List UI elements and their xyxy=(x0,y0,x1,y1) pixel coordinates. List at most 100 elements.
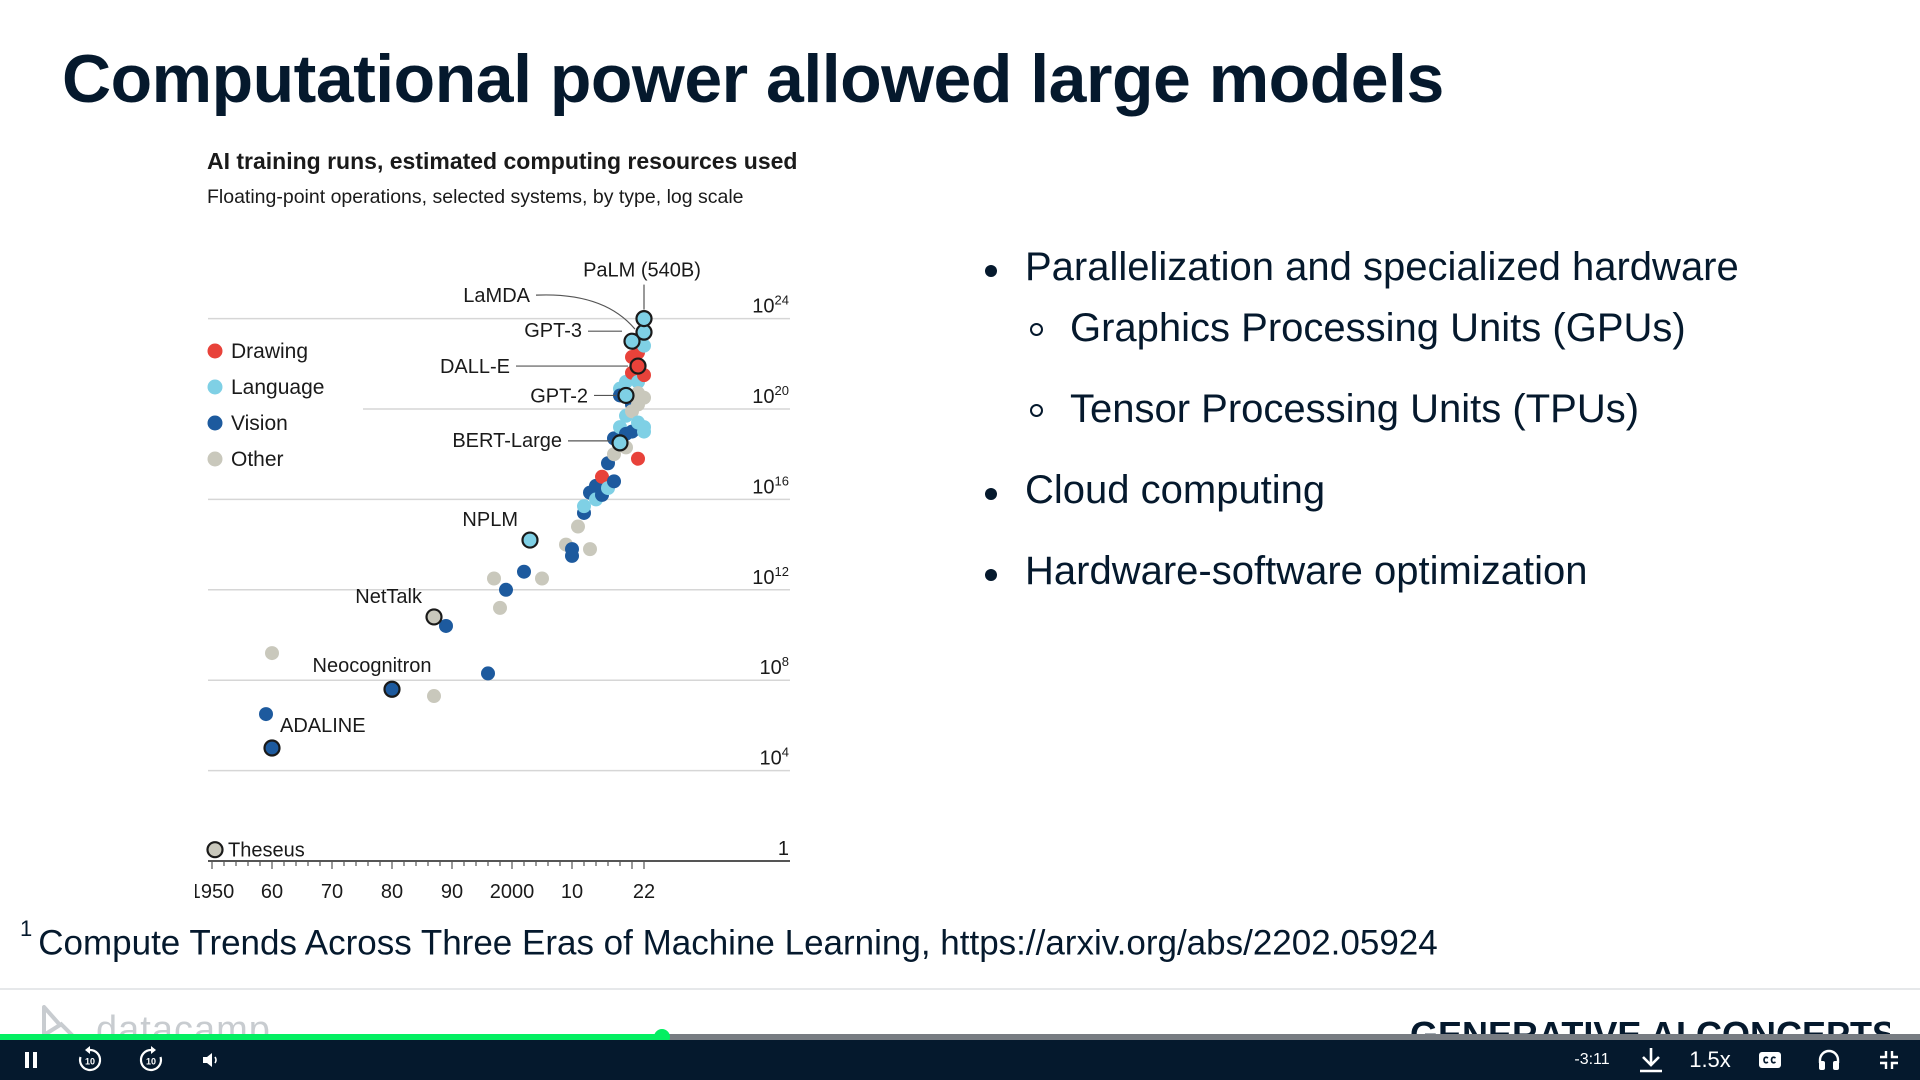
data-point xyxy=(565,542,579,557)
forward-10-button[interactable]: 10 xyxy=(133,1040,169,1080)
rewind-10-button[interactable]: 10 xyxy=(72,1040,108,1080)
footer-divider xyxy=(0,988,1920,990)
sub-bullet-circle xyxy=(1030,404,1043,417)
data-point xyxy=(595,469,609,484)
pause-button[interactable] xyxy=(14,1040,48,1080)
annotation-label: GPT-3 xyxy=(524,320,582,342)
labeled-data-point xyxy=(635,310,653,328)
data-point xyxy=(259,707,273,722)
bullet-text: Cloud computing xyxy=(1025,468,1326,512)
datacamp-logo-text: datacamp xyxy=(96,1009,271,1037)
y-tick-label: 104 xyxy=(760,745,789,770)
slide-title: Computational power allowed large models xyxy=(62,41,1444,117)
x-tick-label: 1950 xyxy=(195,881,234,903)
annotation-label: PaLM (540B) xyxy=(583,260,701,282)
video-player-controls: 10 10 -3:11 1.5x xyxy=(0,1040,1920,1080)
data-point xyxy=(517,564,531,579)
chart-title: AI training runs, estimated computing re… xyxy=(207,148,797,174)
playback-speed-button[interactable]: 1.5x xyxy=(1689,1047,1731,1072)
data-point xyxy=(631,451,645,466)
volume-button[interactable] xyxy=(196,1040,226,1080)
rewind-seconds-label: 10 xyxy=(85,1057,95,1067)
ai-compute-chart: AI training runs, estimated computing re… xyxy=(195,148,797,903)
data-point xyxy=(583,542,597,557)
annotation-label: BERT-Large xyxy=(452,430,562,452)
labeled-data-point xyxy=(611,434,629,452)
annotation-label: Theseus xyxy=(228,840,305,862)
bullet-text: Hardware-software optimization xyxy=(1025,549,1588,593)
bullet-dot xyxy=(985,488,997,500)
legend-swatch xyxy=(207,343,223,359)
annotation-label: ADALINE xyxy=(280,715,366,737)
datacamp-logo-mark-icon xyxy=(42,1005,77,1037)
headphones-icon xyxy=(1818,1049,1840,1070)
labeled-data-point xyxy=(617,386,635,405)
data-point xyxy=(499,582,513,597)
closed-captions-icon xyxy=(1759,1052,1781,1068)
x-tick-label: 90 xyxy=(441,881,463,903)
bullet-text: Parallelization and specialized hardware xyxy=(1025,245,1739,289)
data-point xyxy=(577,499,591,514)
y-tick-label: 1024 xyxy=(752,293,789,318)
x-tick-label: 10 xyxy=(561,881,583,903)
bullet-text: Tensor Processing Units (TPUs) xyxy=(1070,387,1640,431)
data-point xyxy=(439,618,453,633)
annotation-label: DALL-E xyxy=(440,356,510,378)
x-tick-label: 80 xyxy=(381,881,403,903)
data-point xyxy=(571,519,585,534)
datacamp-logo: datacamp xyxy=(40,1005,330,1037)
bullet-dot xyxy=(985,265,997,277)
legend-label: Other xyxy=(231,448,284,471)
legend-label: Vision xyxy=(231,412,288,435)
data-point xyxy=(265,646,279,661)
data-point xyxy=(493,600,507,615)
exit-fullscreen-button[interactable] xyxy=(1872,1040,1906,1080)
legend-swatch xyxy=(207,451,223,467)
y-tick-label: 108 xyxy=(760,654,789,679)
annotation-label: Neocognitron xyxy=(313,655,432,677)
labeled-data-point xyxy=(629,357,647,375)
course-name: GENERATIVE AI CONCEPTS xyxy=(1410,1012,1890,1036)
y-tick-label: 1012 xyxy=(752,564,789,589)
data-point xyxy=(487,571,501,586)
y-tick-label: 1 xyxy=(778,838,789,860)
legend-swatch xyxy=(207,379,223,395)
x-tick-label: 2000 xyxy=(490,881,535,903)
data-point xyxy=(481,666,495,681)
x-tick-label: 60 xyxy=(261,881,283,903)
time-remaining: -3:11 xyxy=(1574,1051,1610,1068)
labeled-data-point xyxy=(263,739,281,757)
sub-bullet-circle xyxy=(1030,323,1043,336)
x-tick-label: 70 xyxy=(321,881,343,903)
forward-seconds-label: 10 xyxy=(146,1057,156,1067)
annotation-label: LaMDA xyxy=(463,285,530,307)
video-progress-fill xyxy=(0,1034,663,1040)
labeled-data-point xyxy=(383,680,401,698)
data-point xyxy=(535,571,549,586)
annotation-label: NetTalk xyxy=(355,586,423,608)
audio-only-button[interactable] xyxy=(1812,1040,1846,1080)
x-tick-label: 22 xyxy=(633,881,655,903)
annotation-leader-line xyxy=(535,294,636,330)
rewind-10-icon: 10 xyxy=(78,1046,102,1072)
bullet-text: Graphics Processing Units (GPUs) xyxy=(1070,306,1686,350)
exit-fullscreen-icon xyxy=(1880,1051,1898,1069)
labeled-data-point xyxy=(623,332,641,350)
legend-label: Language xyxy=(231,376,324,399)
labeled-data-point xyxy=(425,608,443,626)
download-button[interactable] xyxy=(1634,1040,1668,1080)
labeled-data-point xyxy=(521,531,539,549)
data-point xyxy=(637,420,651,435)
volume-icon xyxy=(203,1053,217,1067)
chart-subtitle: Floating-point operations, selected syst… xyxy=(207,186,744,208)
forward-10-icon: 10 xyxy=(139,1046,163,1072)
y-tick-label: 1020 xyxy=(752,383,789,408)
captions-button[interactable] xyxy=(1754,1040,1786,1080)
bullet-dot xyxy=(985,569,997,581)
footnote: 1 Compute Trends Across Three Eras of Mac… xyxy=(20,916,1438,964)
data-point xyxy=(607,474,621,489)
data-point xyxy=(427,689,441,704)
pause-icon xyxy=(25,1052,37,1068)
annotation-label: NPLM xyxy=(462,509,518,531)
footnote-marker: 1 xyxy=(20,916,33,941)
